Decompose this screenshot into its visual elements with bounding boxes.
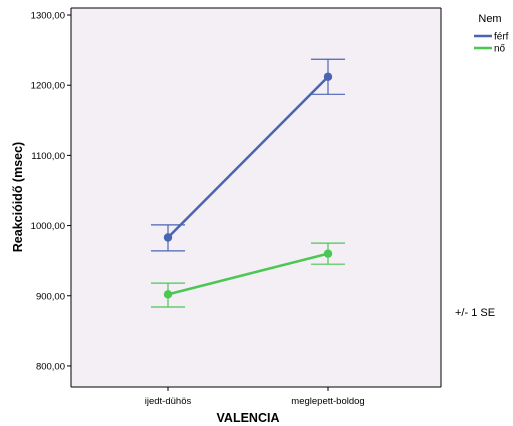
data-point (163, 233, 173, 242)
y-tick-label: 1100,00 (31, 151, 65, 162)
y-tick-label: 1000,00 (31, 221, 65, 232)
series-line-1 (167, 252, 329, 296)
y-axis: 800,00 900,00 1000,00 1100,00 1200,00 1300,00 (31, 11, 71, 372)
legend-label: nő (494, 44, 506, 55)
data-point (323, 72, 333, 81)
data-point (323, 249, 333, 258)
se-note: +/- 1 SE (455, 307, 495, 319)
data-point (163, 290, 173, 299)
x-axis: ijedt-dühös meglepett-boldog (145, 387, 365, 407)
y-tick-label: 800,00 (36, 361, 65, 372)
y-tick-label: 1300,00 (31, 11, 65, 22)
x-axis-title: VALENCIA (217, 411, 280, 425)
legend-title: Nem (478, 13, 501, 25)
plot-background (71, 8, 441, 387)
legend-label: férf (494, 32, 509, 43)
y-tick-label: 1200,00 (31, 81, 65, 92)
x-tick-label: meglepett-boldog (291, 396, 364, 407)
series-line-0 (167, 75, 329, 239)
y-axis-title: Reakcióidő (msec) (11, 142, 25, 252)
series-layer (151, 58, 345, 308)
y-tick-label: 900,00 (36, 291, 65, 302)
x-tick-label: ijedt-dühös (145, 396, 192, 407)
